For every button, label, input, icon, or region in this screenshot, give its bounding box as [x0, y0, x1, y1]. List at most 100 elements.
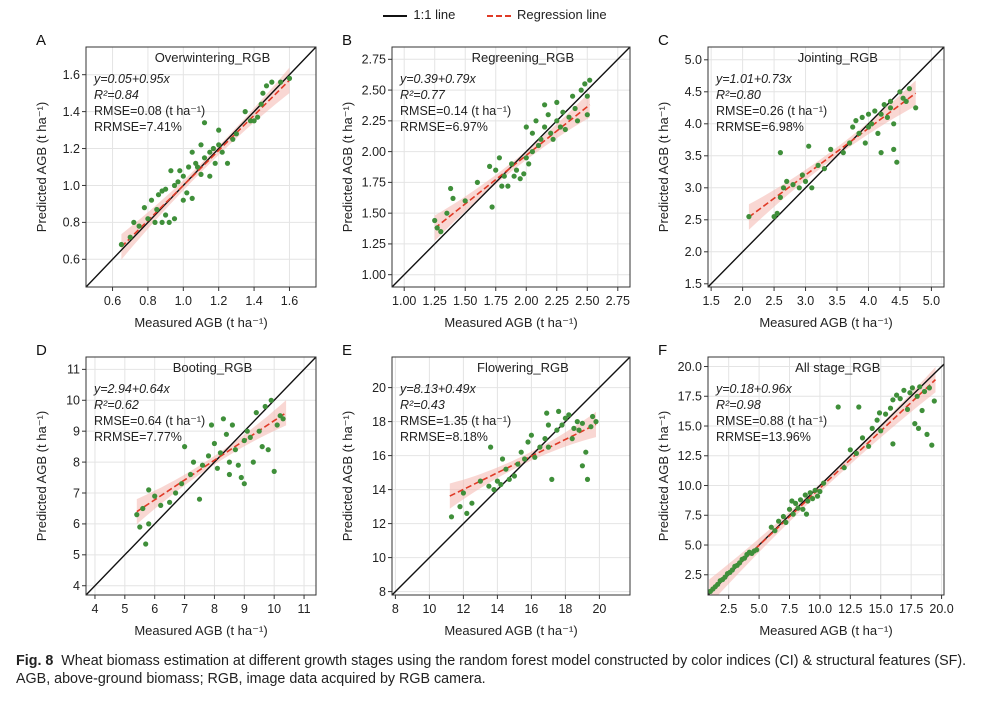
y-tick-label: 8: [73, 455, 80, 469]
data-point: [542, 102, 548, 108]
data-point: [890, 397, 896, 403]
y-tick-label: 10: [66, 394, 80, 408]
x-tick-label: 5.0: [923, 294, 940, 308]
data-point: [503, 466, 509, 472]
data-point: [583, 449, 589, 455]
panel-title: Flowering_RGB: [477, 360, 569, 375]
data-point: [917, 384, 923, 390]
data-point: [856, 404, 862, 410]
data-point: [883, 411, 889, 417]
x-tick-label: 11: [298, 602, 311, 616]
data-point: [137, 524, 143, 530]
plot-frame: [707, 46, 945, 288]
data-point: [146, 521, 152, 527]
data-point: [158, 502, 164, 508]
x-axis-label: Measured AGB (t ha⁻¹): [759, 623, 892, 638]
data-point: [186, 164, 192, 170]
data-point: [506, 476, 512, 482]
y-tick-label: 4.0: [685, 117, 702, 131]
data-point: [533, 118, 539, 124]
data-point: [853, 450, 860, 456]
data-point: [255, 114, 261, 120]
data-point: [194, 164, 201, 170]
y-tick-label: 4: [73, 579, 80, 593]
data-point: [874, 417, 880, 423]
data-point: [187, 471, 194, 478]
stat-equation: y=8.13+0.49x: [399, 382, 477, 396]
y-tick-label: 2.5: [685, 568, 702, 582]
data-point: [152, 219, 158, 225]
data-point: [797, 497, 804, 503]
data-point: [835, 404, 841, 410]
data-point: [554, 427, 560, 433]
data-point: [593, 419, 599, 425]
y-tick-label: 11: [67, 363, 80, 377]
x-tick-label: 1.6: [281, 294, 298, 308]
data-point: [499, 183, 505, 189]
x-tick-label: 8: [211, 602, 218, 616]
stat-equation: y=1.01+0.73x: [715, 72, 793, 86]
data-point: [913, 105, 919, 111]
data-point: [881, 102, 887, 108]
data-point: [189, 195, 195, 201]
x-axis-label: Measured AGB (t ha⁻¹): [134, 623, 267, 638]
data-point: [432, 217, 438, 224]
data-point: [796, 185, 802, 191]
y-tick-label: 2.50: [362, 83, 386, 97]
stat-rrmse: RRMSE=13.96%: [716, 430, 811, 444]
x-tick-label: 12: [456, 602, 470, 616]
data-point: [572, 105, 578, 112]
stat-rrmse: RRMSE=7.77%: [94, 430, 182, 444]
data-point: [509, 161, 515, 167]
data-point: [501, 173, 507, 179]
plot-frame: [85, 46, 317, 288]
data-point: [523, 155, 529, 161]
data-point: [224, 160, 231, 166]
stat-rrmse: RRMSE=8.18%: [400, 430, 488, 444]
figure-panels: 0.6 0.8 1.0 1.2 1.4 1.6 0.6 0.8 1.0 1.2 1.4 1.6 A Ove…: [34, 32, 954, 638]
data-point: [235, 462, 241, 468]
data-point: [136, 223, 142, 229]
data-point: [216, 127, 222, 133]
data-point: [542, 124, 548, 130]
data-point: [220, 416, 226, 422]
data-point: [163, 186, 169, 192]
x-tick-label: 5.0: [750, 602, 767, 616]
data-point: [579, 420, 586, 426]
data-point: [865, 124, 872, 130]
data-point: [856, 130, 862, 136]
data-point: [489, 204, 495, 210]
data-point: [587, 77, 593, 83]
data-point: [189, 149, 195, 155]
data-point: [557, 124, 564, 130]
data-point: [582, 81, 588, 87]
data-point: [566, 412, 572, 418]
data-point: [590, 413, 596, 420]
data-point: [518, 449, 524, 455]
data-point: [810, 496, 816, 502]
data-point: [253, 410, 259, 416]
data-point: [262, 403, 268, 410]
data-point: [241, 437, 247, 444]
data-point: [127, 234, 133, 240]
data-point: [535, 142, 542, 149]
data-point: [584, 93, 590, 99]
y-tick-label: 4.5: [685, 85, 702, 99]
data-point: [143, 541, 149, 547]
data-point: [499, 456, 506, 462]
data-point: [152, 493, 158, 499]
legend-identity-label: 1:1 line: [413, 7, 456, 23]
data-point: [171, 182, 178, 189]
data-point: [907, 390, 913, 396]
panel-b: 1.00 1.25 1.50 1.75 2.00 2.25 2.50 2.75 1.00 1.25…: [340, 32, 631, 330]
data-point: [263, 83, 270, 89]
data-point: [141, 205, 147, 211]
x-tick-label: 1.00: [392, 294, 416, 308]
stat-r-squared: R²=0.80: [716, 88, 761, 102]
data-point: [906, 86, 913, 92]
y-tick-label: 2.5: [685, 213, 702, 227]
panel-label: F: [658, 342, 667, 359]
data-point: [208, 422, 215, 428]
data-point: [223, 431, 229, 437]
data-point: [817, 488, 823, 495]
